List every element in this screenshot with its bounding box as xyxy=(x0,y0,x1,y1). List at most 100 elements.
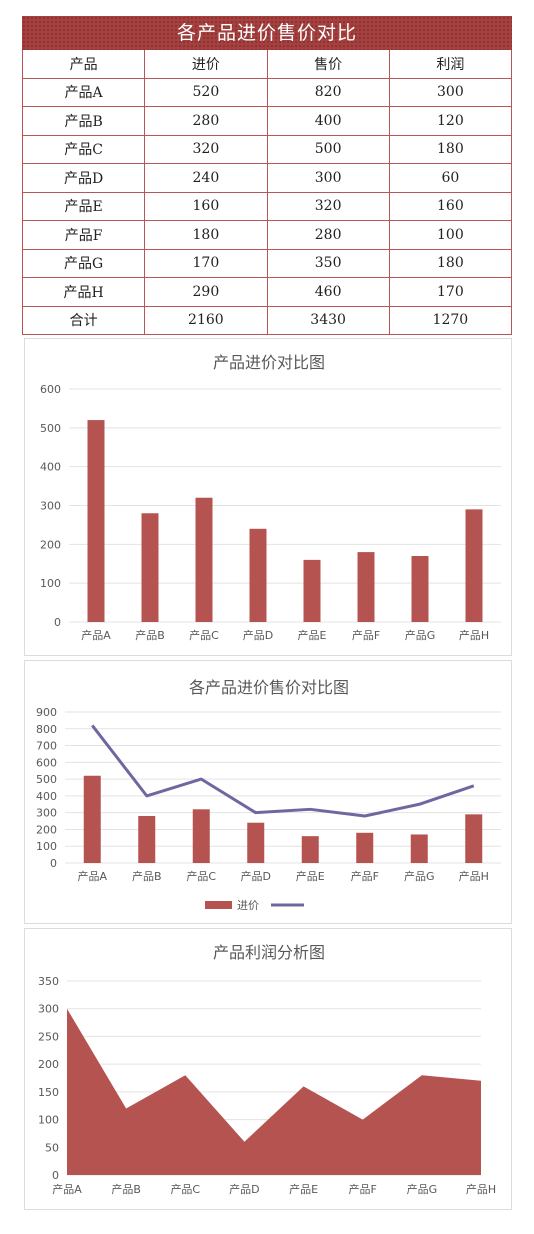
bar xyxy=(195,497,213,622)
bar xyxy=(83,775,101,863)
y-tick-label: 300 xyxy=(40,500,61,513)
y-tick-label: 700 xyxy=(36,740,57,753)
profit-area xyxy=(67,1008,481,1175)
y-tick-label: 300 xyxy=(36,807,57,820)
y-tick-label: 0 xyxy=(52,1169,59,1182)
bar xyxy=(141,513,159,622)
cell-product: 合计 xyxy=(21,306,146,335)
x-tick-label: 产品H xyxy=(466,1182,496,1196)
cell-cost: 180 xyxy=(144,220,268,250)
y-tick-label: 400 xyxy=(36,790,57,803)
cell-price: 500 xyxy=(266,135,390,164)
y-tick-label: 900 xyxy=(36,706,57,719)
x-tick-label: 产品D xyxy=(241,869,271,883)
y-tick-label: 0 xyxy=(50,857,57,870)
x-tick-label: 产品F xyxy=(351,869,379,883)
x-tick-label: 产品G xyxy=(404,869,435,883)
bar xyxy=(356,832,374,863)
table-row: 产品A 520 820 300 xyxy=(21,78,513,107)
y-tick-label: 500 xyxy=(40,422,61,435)
cell-cost: 520 xyxy=(144,78,268,107)
x-tick-label: 产品C xyxy=(170,1182,200,1196)
legend-swatch-bar xyxy=(205,901,232,909)
header-cost: 进价 xyxy=(144,50,268,79)
bar xyxy=(465,509,483,622)
y-tick-label: 400 xyxy=(40,461,61,474)
bar xyxy=(138,816,156,863)
bar xyxy=(192,809,210,863)
x-tick-label: 产品H xyxy=(459,869,489,883)
bar xyxy=(411,555,429,622)
cell-price: 300 xyxy=(266,163,390,193)
x-tick-label: 产品F xyxy=(352,628,380,642)
table-row: 产品E 160 320 160 xyxy=(21,192,513,221)
table-row: 产品C 320 500 180 xyxy=(21,135,513,164)
table-row: 产品G 170 350 180 xyxy=(21,249,513,278)
cell-cost: 160 xyxy=(144,192,268,221)
cell-profit: 180 xyxy=(388,135,513,164)
x-tick-label: 产品B xyxy=(132,869,162,883)
header-price: 售价 xyxy=(266,50,390,79)
cell-cost: 170 xyxy=(144,249,268,278)
x-tick-label: 产品F xyxy=(349,1182,377,1196)
y-tick-label: 500 xyxy=(36,773,57,786)
y-tick-label: 200 xyxy=(38,1058,59,1071)
cell-price: 460 xyxy=(266,277,390,307)
cell-product: 产品C xyxy=(21,135,146,164)
cell-profit: 120 xyxy=(388,106,513,136)
x-tick-label: 产品H xyxy=(459,628,489,642)
cost-bar-chart-svg: 产品进价对比图 0 100 200 300 400 500 600 产品A 产品B 产品C 产品D 产品… xyxy=(40,353,501,642)
cell-product: 产品A xyxy=(21,78,146,107)
cell-profit: 180 xyxy=(388,249,513,278)
table-total-row: 合计 2160 3430 1270 xyxy=(21,306,513,335)
cell-cost: 240 xyxy=(144,163,268,193)
y-tick-label: 150 xyxy=(38,1086,59,1099)
chart-title: 各产品进价售价对比图 xyxy=(189,678,349,697)
cost-price-combo-chart: 各产品进价售价对比图 0 100 200 300 400 500 600 700 800 900 产品… xyxy=(24,660,512,924)
data-table: 产品 进价 售价 利润 产品A 520 820 300 产品B 280 400 120 产品C 3… xyxy=(21,50,513,335)
x-tick-label: 产品E xyxy=(298,628,327,642)
x-tick-label: 产品A xyxy=(81,628,111,642)
cell-price: 280 xyxy=(266,220,390,250)
header-product: 产品 xyxy=(21,50,146,79)
x-tick-label: 产品D xyxy=(243,628,273,642)
cell-price: 400 xyxy=(266,106,390,136)
y-tick-label: 100 xyxy=(38,1114,59,1127)
x-tick-label: 产品E xyxy=(289,1182,318,1196)
y-tick-label: 800 xyxy=(36,723,57,736)
x-tick-label: 产品D xyxy=(229,1182,259,1196)
cell-product: 产品E xyxy=(21,192,146,221)
series-line xyxy=(91,724,475,818)
table-title: 各产品进价售价对比 xyxy=(22,16,512,50)
y-tick-label: 300 xyxy=(38,1003,59,1016)
table-row: 产品F 180 280 100 xyxy=(21,220,513,250)
y-tick-label: 100 xyxy=(40,577,61,590)
cell-cost: 290 xyxy=(144,277,268,307)
y-tick-label: 600 xyxy=(40,383,61,396)
bar xyxy=(87,420,105,622)
y-tick-label: 200 xyxy=(40,538,61,551)
bar xyxy=(247,822,265,863)
cell-cost: 280 xyxy=(144,106,268,136)
cell-price: 320 xyxy=(266,192,390,221)
x-tick-label: 产品E xyxy=(296,869,325,883)
y-tick-label: 200 xyxy=(36,823,57,836)
cell-profit: 1270 xyxy=(388,306,513,335)
cell-price: 350 xyxy=(266,249,390,278)
cost-price-combo-chart-svg: 各产品进价售价对比图 0 100 200 300 400 500 600 700 800 900 产品… xyxy=(36,678,501,912)
x-tick-label: 产品C xyxy=(186,869,216,883)
cell-cost: 320 xyxy=(144,135,268,164)
profit-area-chart-svg: 产品利润分析图 0 50 100 150 200 250 300 350 产品A 产品B 产品C 产品D… xyxy=(38,943,496,1196)
x-tick-label: 产品A xyxy=(52,1182,82,1196)
y-tick-label: 350 xyxy=(38,975,59,988)
cell-product: 产品F xyxy=(21,220,146,250)
cell-profit: 300 xyxy=(388,78,513,107)
x-tick-label: 产品G xyxy=(405,628,436,642)
bar xyxy=(410,834,428,863)
bar xyxy=(303,559,321,622)
bar xyxy=(249,528,267,622)
table-row: 产品D 240 300 60 xyxy=(21,163,513,193)
cell-profit: 60 xyxy=(388,163,513,193)
x-tick-label: 产品B xyxy=(111,1182,141,1196)
legend-label-bar: 进价 xyxy=(237,899,259,912)
